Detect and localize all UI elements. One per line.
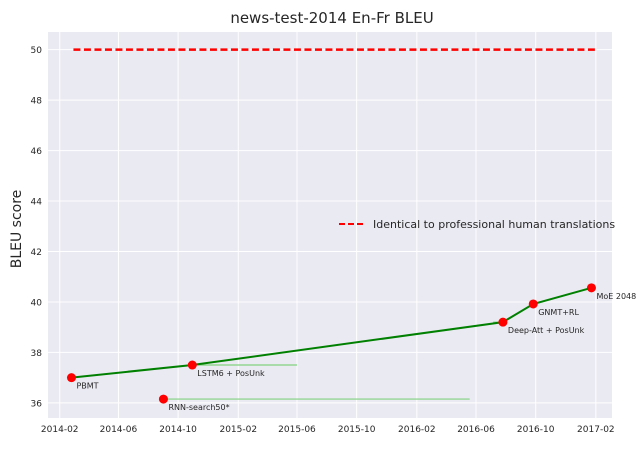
point-labels: PBMT LSTM6 + PosUnk Deep-Att + PosUnk GNMT+… [76,292,636,412]
data-point-label: LSTM6 + PosUnk [197,369,265,378]
data-point [528,299,538,309]
data-point-label: Deep-Att + PosUnk [508,326,585,335]
data-point-label: RNN-search50* [168,403,229,412]
x-tick-label: 2015-02 [219,425,257,435]
y-tick-label: 48 [31,97,43,107]
plot-area [48,32,612,418]
x-tick-label: 2015-06 [278,425,316,435]
y-tick-label: 36 [31,399,43,409]
y-tick-label: 40 [31,298,43,308]
x-tick-label: 2016-10 [517,425,555,435]
x-tick-label: 2014-02 [41,425,79,435]
x-tick-label: 2016-02 [398,425,436,435]
data-points [66,283,596,404]
legend: Identical to professional human translat… [339,218,615,231]
x-tick-label: 2015-10 [338,425,376,435]
legend-reference-label: Identical to professional human translat… [373,218,615,231]
x-tick-label: 2017-02 [577,425,615,435]
x-tick-label: 2014-06 [100,425,138,435]
data-point [66,373,76,383]
x-tick-label: 2016-06 [457,425,495,435]
data-point [586,283,596,293]
y-tick-label: 38 [31,349,43,359]
data-point-label: PBMT [76,382,98,391]
x-tick-label: 2014-10 [159,425,197,435]
y-tick-label: 50 [31,46,43,56]
chart-title: news-test-2014 En-Fr BLEU [230,9,433,27]
x-tick-labels: 2014-02 2014-06 2014-10 2015-02 2015-06 2015-… [41,425,615,435]
data-point [158,394,168,404]
y-axis-label: BLEU score [9,190,25,269]
data-point-label: MoE 2048 [596,292,636,301]
y-tick-label: 46 [31,147,43,157]
data-point [187,360,197,370]
data-point [498,317,508,327]
y-tick-label: 42 [31,248,42,258]
data-point-label: GNMT+RL [538,308,579,317]
y-tick-label: 44 [31,198,43,208]
y-tick-labels: 36 38 40 42 44 46 48 50 [31,46,43,409]
